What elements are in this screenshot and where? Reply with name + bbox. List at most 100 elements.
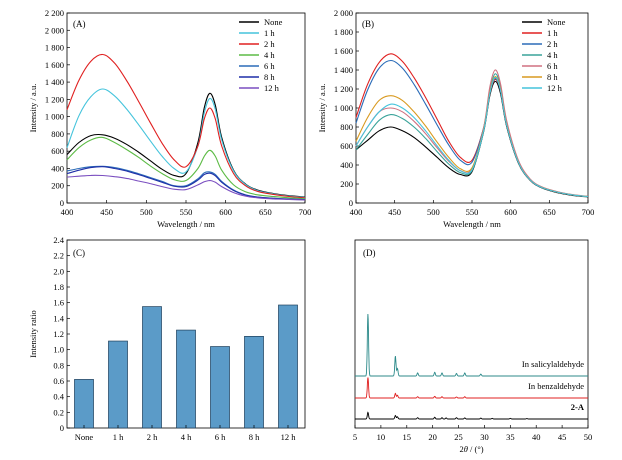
series-line-12-h xyxy=(66,174,306,201)
x-tick-label: 50 xyxy=(584,432,593,442)
y-tick-label: 2.0 xyxy=(53,266,64,276)
x-tick-label: 450 xyxy=(100,207,113,217)
x-tick-label: 700 xyxy=(582,207,595,217)
bar-2-h xyxy=(142,306,162,429)
legend-label: None xyxy=(264,17,283,27)
series-line-8-h xyxy=(66,166,306,201)
legend-label: 4 h xyxy=(547,50,558,60)
legend-label: 4 h xyxy=(264,50,275,60)
bar-12-h xyxy=(278,304,298,429)
y-tick-label: 2 000 xyxy=(45,25,64,35)
y-tick-label: 1 400 xyxy=(45,77,64,87)
y-tick-label: 2 000 xyxy=(334,8,353,18)
pxrd-trace-label: In salicylaldehyde xyxy=(522,359,584,369)
panel-a: (A) 0 200 400 600 800 1 000 1 200 1 400 1 600 1 80… xyxy=(28,8,311,229)
x-tick-label: 700 xyxy=(299,207,312,217)
y-tick-label: 800 xyxy=(51,129,64,139)
x-tick-label: 500 xyxy=(427,207,440,217)
panel-c: (C) 0 0.2 0.4 0.6 0.8 1.0 1.2 1.4 1.6 1.8 2.0 2.2 2.4… xyxy=(28,235,306,442)
y-axis-label: Intensity / a.u. xyxy=(28,84,38,133)
panel-label: (B) xyxy=(362,19,374,29)
bar-none xyxy=(74,379,94,429)
y-tick-label: 1.8 xyxy=(53,282,64,292)
y-tick-label: 200 xyxy=(340,179,353,189)
x-tick-label: 8 h xyxy=(249,432,260,442)
series-line-none xyxy=(66,92,306,198)
panel-label: (D) xyxy=(363,248,376,258)
x-tick-label: 35 xyxy=(506,432,515,442)
legend-label: 2 h xyxy=(264,39,275,49)
y-tick-label: 1 800 xyxy=(45,43,64,53)
pxrd-trace-label: 2-A xyxy=(571,402,585,412)
x-tick-label: 20 xyxy=(428,432,437,442)
x-axis-label: Wavelength / nm xyxy=(443,219,501,229)
y-tick-label: 400 xyxy=(51,163,64,173)
bar-1-h xyxy=(108,340,128,429)
x-tick-label: 1 h xyxy=(113,432,124,442)
x-tick-label: 5 xyxy=(353,432,357,442)
x-tick-label: 6 h xyxy=(215,432,226,442)
legend-label: 12 h xyxy=(547,83,563,93)
series-line-12-h xyxy=(355,77,589,198)
y-tick-label: 1 000 xyxy=(334,103,353,113)
x-axis-label-suffix: / (°) xyxy=(468,444,484,454)
x-tick-label: 550 xyxy=(180,207,193,217)
bar-4-h xyxy=(176,329,196,429)
panel-b: (B) 0 200 400 600 800 1 000 1 200 1 400 1 600 1 80… xyxy=(317,8,594,229)
x-tick-label: 450 xyxy=(388,207,401,217)
x-tick-label: 4 h xyxy=(181,432,192,442)
x-axis-label: 2θ / (°) xyxy=(459,444,483,454)
legend-label: 8 h xyxy=(264,72,275,82)
y-tick-label: 1.2 xyxy=(53,329,64,339)
x-tick-label: 550 xyxy=(466,207,479,217)
y-tick-label: 1.4 xyxy=(53,313,64,323)
y-tick-label: 2.2 xyxy=(53,251,64,261)
y-tick-label: 0.6 xyxy=(53,376,64,386)
y-tick-label: 2 200 xyxy=(45,8,64,18)
x-tick-label: 650 xyxy=(259,207,272,217)
x-axis-label-italic: θ xyxy=(464,444,468,454)
pxrd-trace-1 xyxy=(355,313,588,377)
x-tick-label: 650 xyxy=(543,207,556,217)
y-tick-label: 0.2 xyxy=(53,407,64,417)
y-tick-label: 0 xyxy=(60,198,64,208)
y-tick-label: 0.4 xyxy=(53,392,64,402)
y-tick-label: 600 xyxy=(340,141,353,151)
x-tick-label: 500 xyxy=(140,207,153,217)
pxrd-trace-label: In benzaldehyde xyxy=(528,381,584,391)
series-line-8-h xyxy=(355,76,589,198)
bar-6-h xyxy=(210,346,230,429)
x-tick-label: 30 xyxy=(480,432,489,442)
y-tick-label: 0 xyxy=(349,198,353,208)
x-axis-label: Wavelength / nm xyxy=(157,219,215,229)
y-tick-label: 1 200 xyxy=(45,94,64,104)
y-tick-label: 800 xyxy=(340,122,353,132)
y-tick-label: 1 400 xyxy=(334,65,353,75)
y-tick-label: 1 200 xyxy=(334,84,353,94)
panel-label: (A) xyxy=(73,19,86,29)
x-tick-label: None xyxy=(75,432,94,442)
y-tick-label: 1 600 xyxy=(45,60,64,70)
x-axis-label-main: 2 xyxy=(459,444,463,454)
x-tick-label: 600 xyxy=(219,207,232,217)
series-line-none xyxy=(355,80,589,198)
legend-label: 1 h xyxy=(264,28,275,38)
y-tick-label: 0.8 xyxy=(53,360,64,370)
x-tick-label: 45 xyxy=(558,432,567,442)
y-tick-label: 200 xyxy=(51,181,64,191)
legend-label: 6 h xyxy=(547,61,558,71)
x-tick-label: 15 xyxy=(403,432,412,442)
legend-label: 8 h xyxy=(547,72,558,82)
legend-label: None xyxy=(547,17,566,27)
y-tick-label: 1 000 xyxy=(45,112,64,122)
panel-label: (C) xyxy=(73,248,85,258)
series-line-4-h xyxy=(66,136,306,200)
x-tick-label: 12 h xyxy=(281,432,297,442)
x-tick-label: 600 xyxy=(504,207,517,217)
y-tick-label: 0 xyxy=(60,423,64,433)
legend-label: 12 h xyxy=(264,83,280,93)
x-tick-label: 25 xyxy=(454,432,463,442)
x-tick-label: 2 h xyxy=(147,432,158,442)
y-tick-label: 600 xyxy=(51,146,64,156)
